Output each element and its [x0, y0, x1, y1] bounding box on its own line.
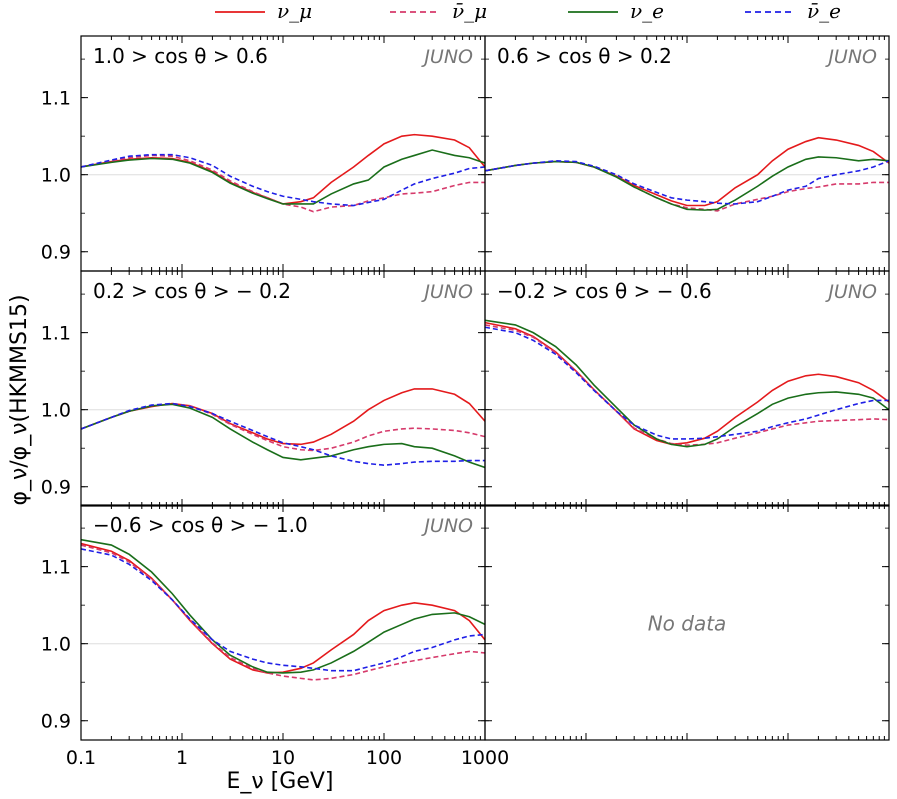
- no-data-text: No data: [648, 612, 727, 636]
- legend-entry-label: ν̄_e: [807, 0, 841, 23]
- cos-theta-label: 0.6 > cos θ > 0.2: [497, 44, 672, 68]
- series-nuebar-line: [81, 402, 485, 466]
- y-tick-label: 0.9: [41, 477, 71, 499]
- experiment-label: JUNO: [420, 281, 473, 303]
- panel-frame: [484, 35, 890, 272]
- x-tick-label: 1: [176, 747, 188, 769]
- legend-entry-label: ν̄_μ: [452, 0, 487, 23]
- y-tick-label: 1.1: [41, 557, 71, 579]
- series-numubar-line: [485, 160, 889, 212]
- panel-5: −0.6 > cos θ > − 1.0 JUNO 0.9 1.0 1.1 0.1 1 10 1…: [41, 504, 509, 769]
- x-tick-label: 100: [366, 747, 402, 769]
- series-nuebar-line: [485, 160, 889, 205]
- series-numu-line: [81, 542, 485, 674]
- y-axis-label: φ_ν/φ_ν(HKMMS15): [7, 294, 32, 505]
- experiment-label: JUNO: [420, 515, 473, 537]
- series-nuebar-line: [485, 326, 889, 440]
- series-nuebar-line: [81, 153, 485, 207]
- experiment-label: JUNO: [824, 46, 877, 68]
- legend: ν_μ ν̄_μ ν_e ν̄_e: [215, 0, 841, 23]
- series-numubar-line: [81, 544, 485, 681]
- panel-2: 0.6 > cos θ > 0.2 JUNO: [484, 35, 890, 272]
- series-nue-line: [81, 403, 485, 469]
- x-axis-label: E_ν [GeV]: [227, 769, 334, 794]
- y-tick-label: 0.9: [41, 711, 71, 733]
- series-numu-line: [81, 133, 485, 205]
- series-nue-line: [81, 149, 485, 205]
- x-tick-label: 1000: [461, 747, 509, 769]
- panel-3: 0.2 > cos θ > − 0.2 JUNO 0.9 1.0 1.1: [41, 270, 486, 507]
- y-tick-label: 1.0: [41, 400, 71, 422]
- y-tick-label: 1.0: [41, 165, 71, 187]
- series-nue-line: [485, 319, 889, 448]
- panel-6: No data: [484, 504, 890, 741]
- panel-1: 1.0 > cos θ > 0.6 JUNO 0.9 1.0 1.1: [41, 35, 486, 272]
- cos-theta-label: 1.0 > cos θ > 0.6: [93, 44, 268, 68]
- panel-frame: [484, 270, 890, 507]
- x-tick-label: 10: [271, 747, 295, 769]
- panel-frame: [80, 35, 486, 272]
- cos-theta-label: −0.6 > cos θ > − 1.0: [93, 513, 308, 537]
- y-tick-label: 0.9: [41, 242, 71, 264]
- y-tick-label: 1.0: [41, 634, 71, 656]
- series-numu-line: [485, 321, 889, 446]
- experiment-label: JUNO: [824, 281, 877, 303]
- cos-theta-label: −0.2 > cos θ > − 0.6: [497, 279, 712, 303]
- series-numu-line: [485, 136, 889, 207]
- series-numubar-line: [485, 324, 889, 446]
- series-nue-line: [81, 538, 485, 674]
- y-tick-label: 1.1: [41, 88, 71, 110]
- series-numubar-line: [81, 154, 485, 213]
- panels-layer: 1.0 > cos θ > 0.6 JUNO 0.9 1.0 1.1 0.6 > cos …: [41, 35, 890, 769]
- cos-theta-label: 0.2 > cos θ > − 0.2: [93, 279, 291, 303]
- y-tick-label: 1.1: [41, 323, 71, 345]
- x-tick-label: 0.1: [66, 747, 96, 769]
- experiment-label: JUNO: [420, 46, 473, 68]
- series-nue-line: [485, 156, 889, 211]
- legend-entry-label: ν_e: [630, 0, 664, 23]
- series-numu-line: [81, 388, 485, 446]
- legend-entry-label: ν_μ: [277, 0, 312, 23]
- series-nuebar-line: [81, 548, 485, 672]
- panel-frame: [80, 504, 486, 741]
- panel-4: −0.2 > cos θ > − 0.6 JUNO: [484, 270, 890, 507]
